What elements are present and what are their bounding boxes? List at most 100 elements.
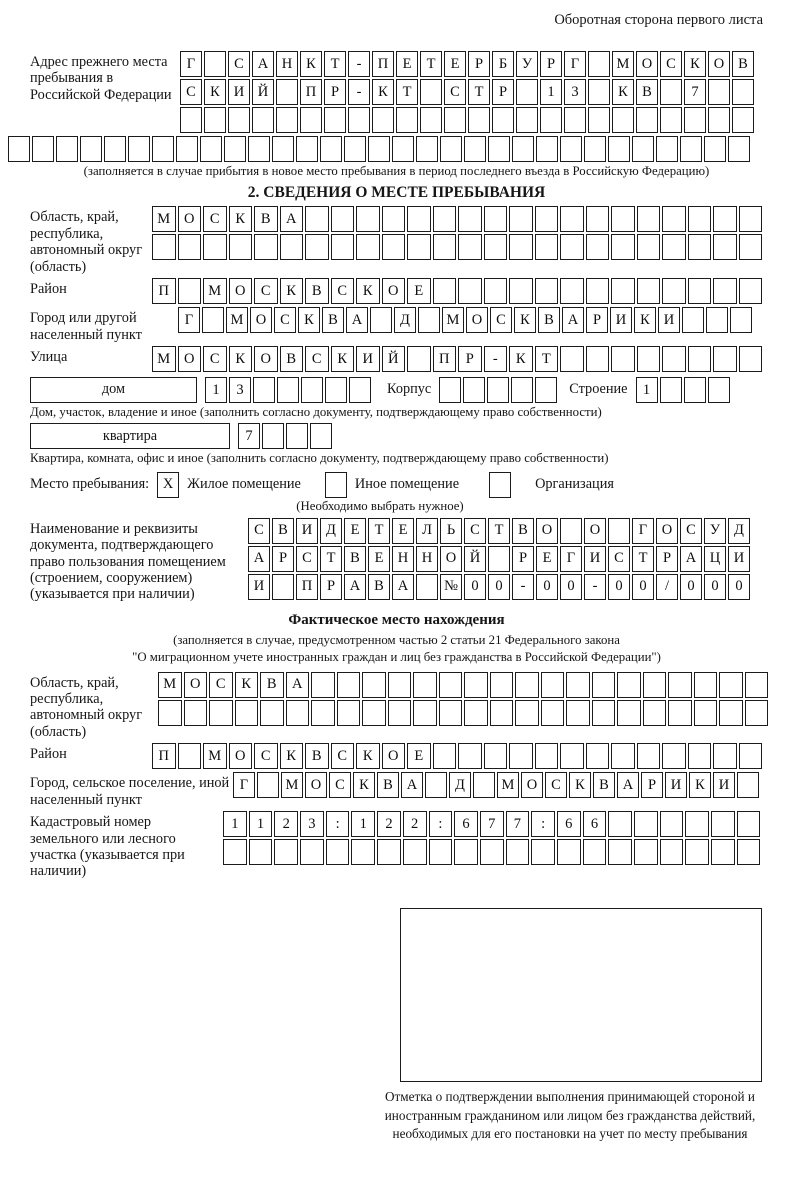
form-cell[interactable] xyxy=(662,345,686,372)
form-cell[interactable] xyxy=(370,307,392,334)
form-cell[interactable] xyxy=(464,671,488,698)
form-cell[interactable] xyxy=(204,51,226,77)
form-cell[interactable]: Р xyxy=(324,79,346,105)
form-cell[interactable]: И xyxy=(296,517,318,544)
form-cell[interactable] xyxy=(662,234,686,261)
form-cell[interactable] xyxy=(458,743,482,770)
form-cell[interactable]: Р xyxy=(641,772,663,799)
form-cell[interactable] xyxy=(642,671,666,698)
form-cell[interactable] xyxy=(204,107,226,133)
form-cell[interactable] xyxy=(301,376,323,403)
form-cell[interactable] xyxy=(636,345,660,372)
form-cell[interactable] xyxy=(636,278,660,305)
form-cell[interactable] xyxy=(432,278,456,305)
form-cell[interactable]: К xyxy=(612,79,634,105)
form-cell[interactable] xyxy=(591,699,615,726)
form-cell[interactable]: К xyxy=(509,345,533,372)
form-cell[interactable]: - xyxy=(584,573,606,600)
form-cell[interactable] xyxy=(420,79,442,105)
form-cell[interactable]: А xyxy=(279,206,303,233)
form-cell[interactable] xyxy=(311,699,335,726)
form-cell[interactable] xyxy=(177,278,201,305)
form-cell[interactable]: : xyxy=(428,811,453,838)
form-cell[interactable]: Б xyxy=(492,51,514,77)
form-cell[interactable] xyxy=(515,699,539,726)
form-cell[interactable] xyxy=(492,107,514,133)
form-cell[interactable] xyxy=(228,107,250,133)
form-cell[interactable]: О xyxy=(381,743,405,770)
form-cell[interactable]: Р xyxy=(512,545,534,572)
form-cell[interactable] xyxy=(713,206,737,233)
form-cell[interactable] xyxy=(660,79,682,105)
form-cell[interactable] xyxy=(680,136,702,162)
form-cell[interactable] xyxy=(713,234,737,261)
form-cell[interactable] xyxy=(468,107,490,133)
form-cell[interactable] xyxy=(425,772,447,799)
form-cell[interactable] xyxy=(248,839,273,866)
form-cell[interactable]: В xyxy=(512,517,534,544)
form-cell[interactable] xyxy=(80,136,102,162)
form-cell[interactable]: И xyxy=(665,772,687,799)
form-cell[interactable] xyxy=(736,811,761,838)
form-cell[interactable]: 0 xyxy=(728,573,750,600)
form-cell[interactable]: С xyxy=(203,206,227,233)
form-cell[interactable] xyxy=(483,234,507,261)
form-cell[interactable] xyxy=(253,376,275,403)
form-cell[interactable]: Й xyxy=(464,545,486,572)
form-cell[interactable] xyxy=(305,234,329,261)
form-cell[interactable]: С xyxy=(203,345,227,372)
form-cell[interactable] xyxy=(737,772,759,799)
form-cell[interactable]: 0 xyxy=(464,573,486,600)
form-cell[interactable]: 7 xyxy=(479,811,504,838)
form-cell[interactable] xyxy=(744,671,768,698)
form-cell[interactable] xyxy=(180,107,202,133)
form-cell[interactable]: И xyxy=(228,79,250,105)
form-cell[interactable] xyxy=(540,699,564,726)
form-cell[interactable] xyxy=(464,136,486,162)
form-cell[interactable] xyxy=(608,839,632,866)
form-cell[interactable] xyxy=(381,234,405,261)
form-cell[interactable]: 3 xyxy=(229,376,251,403)
form-cell[interactable]: Т xyxy=(324,51,346,77)
form-cell[interactable] xyxy=(662,743,686,770)
form-cell[interactable] xyxy=(330,234,354,261)
form-cell[interactable] xyxy=(362,699,386,726)
form-cell[interactable] xyxy=(458,278,482,305)
form-cell[interactable] xyxy=(32,136,54,162)
form-cell[interactable] xyxy=(128,136,150,162)
form-cell[interactable] xyxy=(708,79,730,105)
form-cell[interactable] xyxy=(300,839,324,866)
form-cell[interactable]: Р xyxy=(586,307,608,334)
form-cell[interactable] xyxy=(407,234,431,261)
form-cell[interactable]: 2 xyxy=(402,811,427,838)
form-cell[interactable] xyxy=(536,136,558,162)
form-cell[interactable]: О xyxy=(381,278,405,305)
form-cell[interactable] xyxy=(560,278,584,305)
form-cell[interactable]: 1 xyxy=(205,376,227,403)
form-cell[interactable]: 3 xyxy=(300,811,324,838)
form-cell[interactable] xyxy=(611,345,635,372)
form-cell[interactable]: В xyxy=(377,772,399,799)
form-cell[interactable]: О xyxy=(708,51,730,77)
form-cell[interactable] xyxy=(636,743,660,770)
form-cell[interactable] xyxy=(687,206,711,233)
form-cell[interactable]: У xyxy=(704,517,726,544)
form-cell[interactable] xyxy=(324,471,347,498)
form-cell[interactable]: Е xyxy=(444,51,466,77)
form-cell[interactable]: Н xyxy=(276,51,298,77)
form-cell[interactable]: Г xyxy=(564,51,586,77)
form-cell[interactable] xyxy=(489,471,512,498)
form-cell[interactable] xyxy=(234,699,258,726)
form-cell[interactable] xyxy=(209,699,233,726)
form-cell[interactable]: А xyxy=(285,671,309,698)
form-cell[interactable]: 2 xyxy=(274,811,299,838)
form-cell[interactable] xyxy=(659,376,682,403)
form-cell[interactable]: С xyxy=(680,517,702,544)
form-cell[interactable] xyxy=(687,234,711,261)
form-cell[interactable]: Д xyxy=(394,307,416,334)
form-cell[interactable]: 3 xyxy=(564,79,586,105)
form-cell[interactable] xyxy=(252,107,274,133)
form-cell[interactable]: Е xyxy=(368,545,390,572)
form-cell[interactable]: 0 xyxy=(704,573,726,600)
form-cell[interactable] xyxy=(585,206,609,233)
